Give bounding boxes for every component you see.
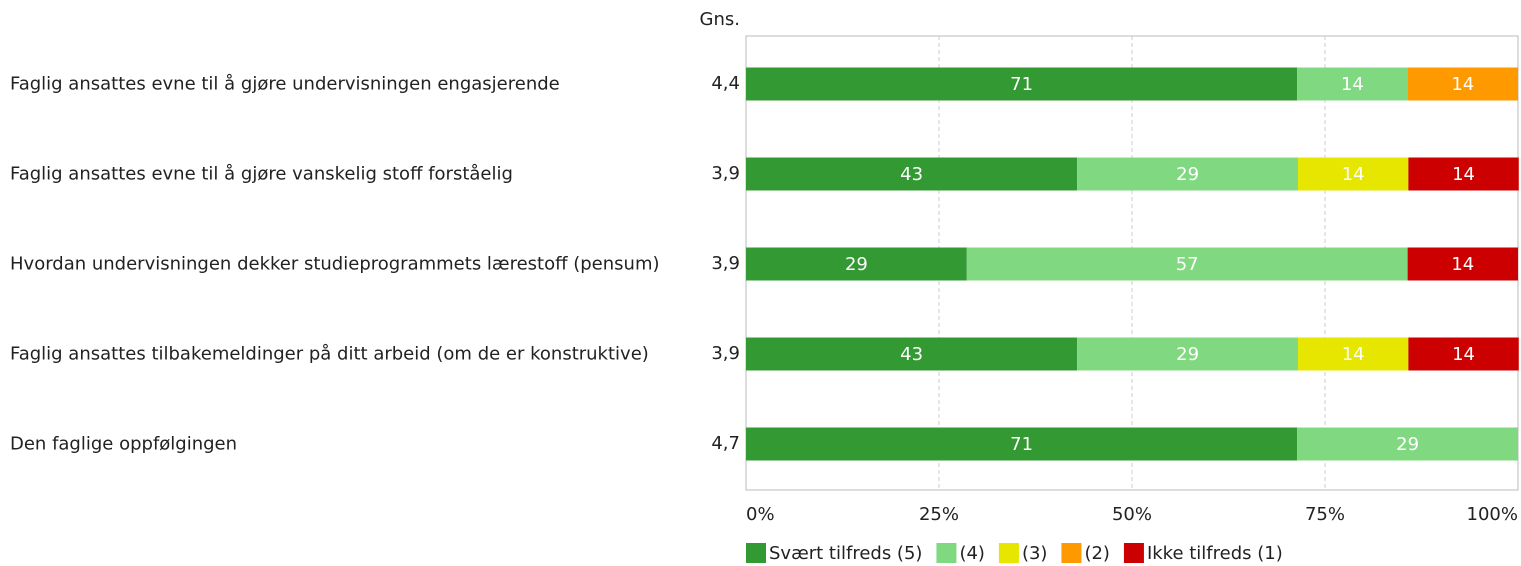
- legend-label: Ikke tilfreds (1): [1147, 543, 1283, 564]
- bar-segment: [1297, 337, 1409, 371]
- value-label: 14: [1452, 164, 1475, 185]
- legend-swatch: [998, 543, 1019, 563]
- value-label: 43: [900, 344, 923, 365]
- legend-swatch: [746, 543, 766, 563]
- legend-label: Svært tilfreds (5): [769, 543, 922, 564]
- bar-segment: [746, 157, 1078, 191]
- bar-segment: [746, 427, 1298, 461]
- bar-segment: [1297, 427, 1518, 461]
- category-label: Faglig ansattes evne til å gjøre undervi…: [10, 73, 560, 95]
- legend-label: (3): [1022, 543, 1048, 564]
- legend-swatch: [936, 543, 957, 563]
- bar-segment: [1408, 337, 1519, 371]
- value-label: 14: [1342, 164, 1365, 185]
- average-value: 4,7: [711, 433, 740, 454]
- average-value: 3,9: [711, 253, 740, 274]
- x-tick-label: 75%: [1305, 504, 1345, 525]
- value-label: 29: [1176, 164, 1199, 185]
- x-tick-label: 100%: [1467, 504, 1518, 525]
- legend-swatch: [1061, 543, 1082, 563]
- value-label: 14: [1342, 344, 1365, 365]
- category-label: Hvordan undervisningen dekker studieprog…: [10, 253, 660, 275]
- x-tick-label: 0%: [746, 504, 775, 525]
- value-label: 14: [1451, 74, 1474, 95]
- value-label: 14: [1341, 74, 1364, 95]
- value-label: 29: [1396, 434, 1419, 455]
- bar-segment: [1077, 157, 1298, 191]
- bar-segment: [966, 247, 1408, 281]
- x-tick-label: 25%: [919, 504, 959, 525]
- category-label: Faglig ansattes tilbakemeldinger på ditt…: [10, 343, 649, 365]
- bar-segment: [1297, 67, 1408, 101]
- value-label: 71: [1010, 434, 1033, 455]
- value-label: 43: [900, 164, 923, 185]
- value-label: 29: [1176, 344, 1199, 365]
- bar-segment: [746, 337, 1078, 371]
- bar-segment: [1408, 157, 1519, 191]
- average-header: Gns.: [700, 9, 740, 30]
- value-label: 14: [1451, 254, 1474, 275]
- legend-label: (2): [1084, 543, 1110, 564]
- category-label: Den faglige oppfølgingen: [10, 433, 238, 455]
- average-value: 3,9: [711, 163, 740, 184]
- bar-segment: [1407, 247, 1518, 281]
- value-label: 14: [1452, 344, 1475, 365]
- category-label: Faglig ansattes evne til å gjøre vanskel…: [10, 163, 513, 185]
- x-tick-label: 50%: [1112, 504, 1152, 525]
- value-label: 57: [1176, 254, 1199, 275]
- value-label: 71: [1010, 74, 1033, 95]
- bar-segment: [1077, 337, 1298, 371]
- legend-swatch: [1123, 543, 1144, 563]
- bar-segment: [746, 67, 1298, 101]
- average-value: 4,4: [711, 73, 740, 94]
- average-value: 3,9: [711, 343, 740, 364]
- bar-segment: [746, 247, 967, 281]
- value-label: 29: [845, 254, 868, 275]
- bar-segment: [1407, 67, 1518, 101]
- bar-segment: [1297, 157, 1409, 191]
- legend-label: (4): [959, 543, 985, 564]
